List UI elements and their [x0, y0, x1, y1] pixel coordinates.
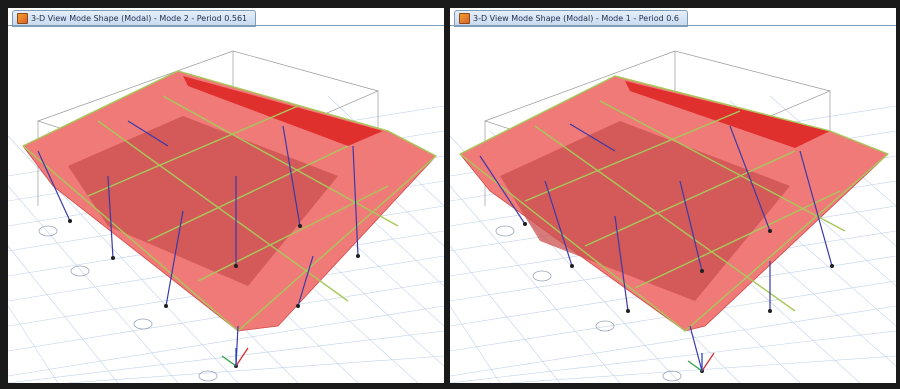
beams [459, 75, 889, 332]
deformed-slab [22, 70, 437, 332]
grid-markers [38, 225, 218, 382]
deformed-slab [459, 75, 889, 332]
view-panel-mode-2: 3-D View Mode Shape (Modal) - Mode 2 - P… [8, 8, 444, 383]
tab-strip [450, 25, 896, 26]
columns [479, 123, 833, 372]
3d-model-viewport[interactable] [8, 26, 444, 383]
3d-model-viewport[interactable] [450, 26, 896, 383]
columns [37, 120, 359, 367]
3d-view-icon [459, 13, 470, 24]
view-tab-mode-1[interactable]: 3-D View Mode Shape (Modal) - Mode 1 - P… [454, 10, 688, 27]
3d-view-icon [17, 13, 28, 24]
grid-markers [495, 225, 682, 382]
axis-triad [687, 352, 715, 372]
view-tab-title: 3-D View Mode Shape (Modal) - Mode 2 - P… [31, 14, 248, 23]
view-tab-title: 3-D View Mode Shape (Modal) - Mode 1 - P… [473, 14, 679, 23]
column-bases [68, 219, 360, 368]
view-panel-mode-1: 3-D View Mode Shape (Modal) - Mode 1 - P… [450, 8, 896, 383]
view-tab-mode-2[interactable]: 3-D View Mode Shape (Modal) - Mode 2 - P… [12, 10, 257, 27]
tab-strip [8, 25, 444, 26]
axis-triad [221, 347, 249, 367]
